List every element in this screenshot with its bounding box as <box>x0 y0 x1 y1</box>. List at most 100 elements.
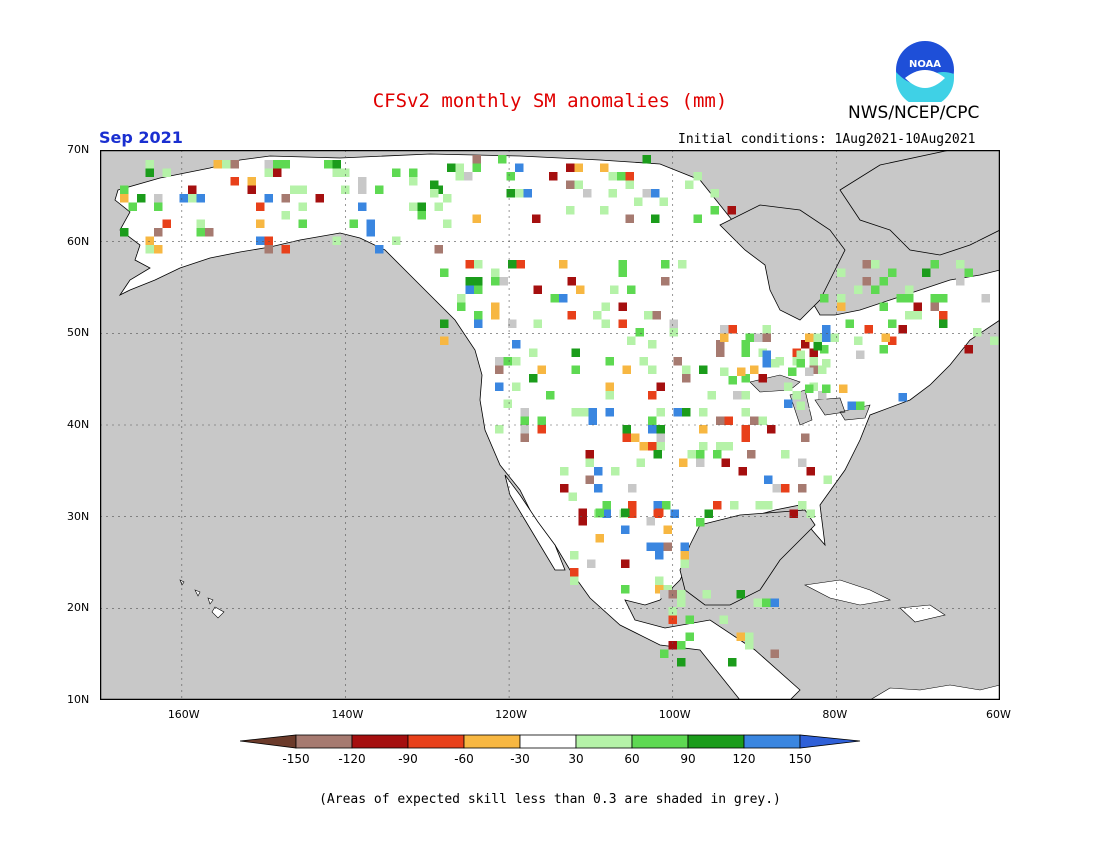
anomaly-cell <box>796 350 805 359</box>
anomaly-cell <box>762 359 771 368</box>
anomaly-cell <box>512 382 521 391</box>
logo-text: NOAA <box>909 59 941 70</box>
anomaly-cell <box>585 475 594 484</box>
anomaly-cell <box>719 615 728 624</box>
anomaly-cell <box>281 160 290 169</box>
anomaly-cell <box>862 260 871 269</box>
anomaly-cell <box>595 508 604 517</box>
anomaly-cell <box>805 367 814 376</box>
cuba <box>804 579 891 606</box>
anomaly-cell <box>685 615 694 624</box>
anomaly-cell <box>516 260 525 269</box>
anomaly-cell <box>981 294 990 303</box>
anomaly-cell <box>837 294 846 303</box>
anomaly-cell <box>879 302 888 311</box>
greenland <box>839 150 1000 256</box>
anomaly-cell <box>699 408 708 417</box>
anomaly-cell <box>784 399 793 408</box>
legend-swatch <box>407 734 465 749</box>
anomaly-cell <box>574 180 583 189</box>
anomaly-cell <box>856 350 865 359</box>
anomaly-cell <box>594 484 603 493</box>
lat-label: 10N <box>67 693 90 706</box>
anomaly-cell <box>281 211 290 220</box>
anomaly-cell <box>571 348 580 357</box>
great-lakes <box>749 374 871 426</box>
anomaly-cell <box>392 236 401 245</box>
anomaly-cell <box>628 484 637 493</box>
anomaly-cell <box>796 359 805 368</box>
anomaly-cell <box>491 268 500 277</box>
anomaly-cell <box>605 408 614 417</box>
baja-california <box>504 474 566 571</box>
anomaly-cell <box>762 598 771 607</box>
anomaly-cell <box>809 365 818 374</box>
anomaly-cell <box>281 194 290 203</box>
anomaly-cell <box>796 401 805 410</box>
anomaly-cell <box>646 542 655 551</box>
anomaly-cell <box>905 285 914 294</box>
anomaly-cell <box>830 333 839 342</box>
anomaly-cell <box>585 450 594 459</box>
legend-swatch <box>575 734 633 749</box>
land-masses <box>114 150 1000 700</box>
anomaly-cell <box>680 559 689 568</box>
anomaly-cell <box>669 328 678 337</box>
anomaly-cell <box>465 260 474 269</box>
anomaly-cell <box>568 492 577 501</box>
legend-tick-label: -60 <box>454 752 474 766</box>
anomaly-cell <box>520 416 529 425</box>
anomaly-cell <box>862 277 871 286</box>
anomaly-cell <box>727 206 736 215</box>
anomaly-cell <box>871 285 880 294</box>
anomaly-cell <box>696 518 705 527</box>
anomaly-cell <box>341 185 350 194</box>
anomaly-cell <box>741 408 750 417</box>
legend-low-arrow <box>240 734 297 749</box>
agency-label: NWS/NCEP/CPC <box>848 103 980 123</box>
anomaly-cell <box>728 376 737 385</box>
anomaly-cell <box>440 268 449 277</box>
anomaly-cell <box>247 185 256 194</box>
anomaly-cell <box>465 285 474 294</box>
anomaly-cell <box>905 311 914 320</box>
anomaly-cell <box>440 319 449 328</box>
anomaly-cell <box>273 168 282 177</box>
anomaly-cell <box>651 214 660 223</box>
anomaly-cell <box>154 228 163 237</box>
legend-tick-label: -150 <box>282 752 309 766</box>
anomaly-cell <box>627 336 636 345</box>
anomaly-cell <box>618 319 627 328</box>
anomaly-cell <box>560 467 569 476</box>
anomaly-cell <box>651 189 660 198</box>
anomaly-cell <box>537 365 546 374</box>
anomaly-cell <box>332 160 341 169</box>
anomaly-cell <box>809 357 818 366</box>
anomaly-cell <box>939 311 948 320</box>
anomaly-cell <box>741 348 750 357</box>
anomaly-cell <box>549 172 558 181</box>
anomaly-cell <box>770 598 779 607</box>
anomaly-cell <box>559 260 568 269</box>
anomaly-cell <box>754 333 763 342</box>
anomaly-cell <box>764 501 773 510</box>
anomaly-cell <box>736 632 745 641</box>
anomaly-cell <box>618 302 627 311</box>
anomaly-cell <box>491 277 500 286</box>
anomaly-cell <box>693 214 702 223</box>
legend-swatch <box>463 734 521 749</box>
anomaly-cell <box>628 509 637 518</box>
anomaly-cell <box>332 236 341 245</box>
lon-label: 120W <box>495 708 527 721</box>
anomaly-cell <box>775 357 784 366</box>
anomaly-cell <box>661 277 670 286</box>
anomaly-cell <box>625 172 634 181</box>
anomaly-cell <box>264 168 273 177</box>
anomaly-cell <box>699 442 708 451</box>
anomaly-cell <box>498 155 507 164</box>
anomaly-cell <box>673 408 682 417</box>
anomaly-cell <box>537 416 546 425</box>
legend-tick-label: 150 <box>789 752 812 766</box>
anomaly-cell <box>898 325 907 334</box>
anomaly-cell <box>349 219 358 228</box>
